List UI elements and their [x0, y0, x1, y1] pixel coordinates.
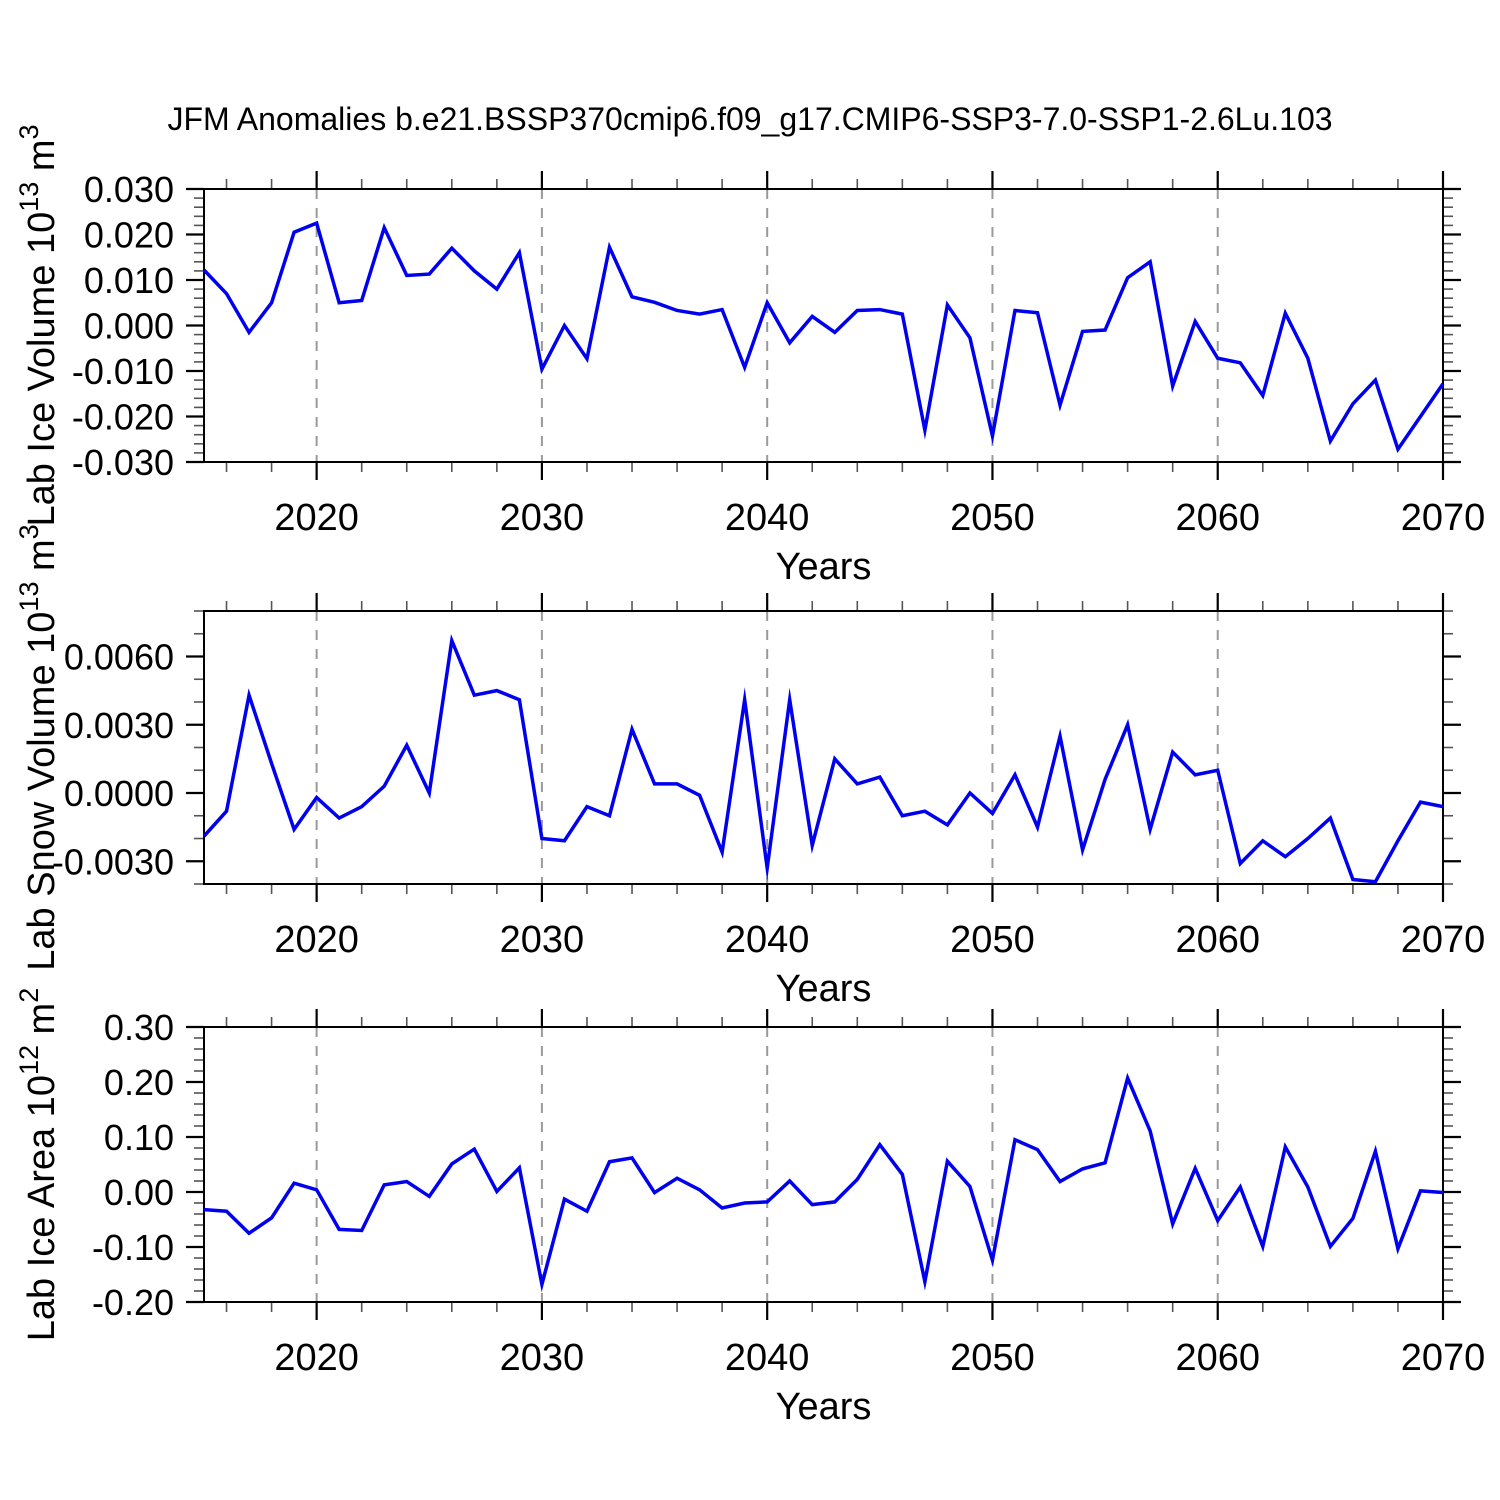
x-tick-label: 2050 — [950, 497, 1035, 539]
plot-box — [203, 188, 1444, 463]
x-tick-label: 2030 — [500, 1337, 585, 1379]
series-line — [203, 1072, 1444, 1293]
y-tick-label: 0.30 — [104, 1007, 174, 1048]
y-tick-label: -0.030 — [72, 442, 174, 483]
y-tick-label: 0.20 — [104, 1062, 174, 1103]
y-tick-label: -0.020 — [72, 397, 174, 438]
y-tick-label: -0.0030 — [52, 841, 174, 882]
y-axis-title: Lab Snow Volume 1013 m3 — [14, 524, 63, 970]
x-tick-label: 2070 — [1401, 497, 1486, 539]
x-axis-title: Years — [776, 968, 872, 1010]
x-tick-label: 2060 — [1175, 497, 1260, 539]
x-tick-label: 2020 — [274, 497, 359, 539]
x-tick-label: 2070 — [1401, 1337, 1486, 1379]
y-tick-label: 0.000 — [84, 306, 174, 347]
y-tick-label: 0.010 — [84, 260, 174, 301]
y-tick-label: 0.030 — [84, 169, 174, 210]
x-axis-title: Years — [776, 1386, 872, 1428]
x-tick-label: 2040 — [725, 497, 810, 539]
y-tick-label: 0.020 — [84, 215, 174, 256]
x-tick-label: 2050 — [950, 919, 1035, 961]
series-line — [202, 634, 1444, 884]
x-tick-label: 2040 — [725, 919, 810, 961]
x-tick-label: 2030 — [500, 919, 585, 961]
y-tick-label: 0.0000 — [64, 773, 174, 814]
x-tick-label: 2050 — [950, 1337, 1035, 1379]
x-tick-label: 2040 — [725, 1337, 810, 1379]
y-axis-title: Lab Ice Area 1012 m2 — [14, 988, 63, 1342]
y-tick-label: 0.00 — [104, 1172, 174, 1213]
plot-box — [203, 1026, 1444, 1303]
panel-lab-snow-volume: 2020 2030 2040 2050 2060 2070 0.0060 0.0030 0.00… — [14, 524, 1485, 1010]
y-tick-label: 0.0060 — [64, 637, 174, 678]
y-tick-label: 0.10 — [104, 1117, 174, 1158]
x-axis-title: Years — [776, 546, 872, 588]
x-tick-label: 2060 — [1175, 919, 1260, 961]
series-line — [202, 220, 1445, 454]
y-tick-label: -0.010 — [72, 351, 174, 392]
panel-lab-ice-area: 2020 2030 2040 2050 2060 2070 0.30 0.20 0.10 0.00… — [14, 988, 1485, 1428]
plot-box — [203, 610, 1444, 885]
x-tick-label: 2070 — [1401, 919, 1486, 961]
y-tick-label: -0.20 — [92, 1282, 174, 1323]
y-tick-label: -0.10 — [92, 1227, 174, 1268]
y-axis-title: Lab Ice Volume 1013 m3 — [14, 124, 63, 526]
x-tick-label: 2060 — [1175, 1337, 1260, 1379]
y-tick-label: 0.0030 — [64, 705, 174, 746]
x-tick-label: 2020 — [274, 919, 359, 961]
x-tick-label: 2030 — [500, 497, 585, 539]
chart-title: JFM Anomalies b.e21.BSSP370cmip6.f09_g17… — [167, 101, 1332, 137]
x-tick-label: 2020 — [274, 1337, 359, 1379]
